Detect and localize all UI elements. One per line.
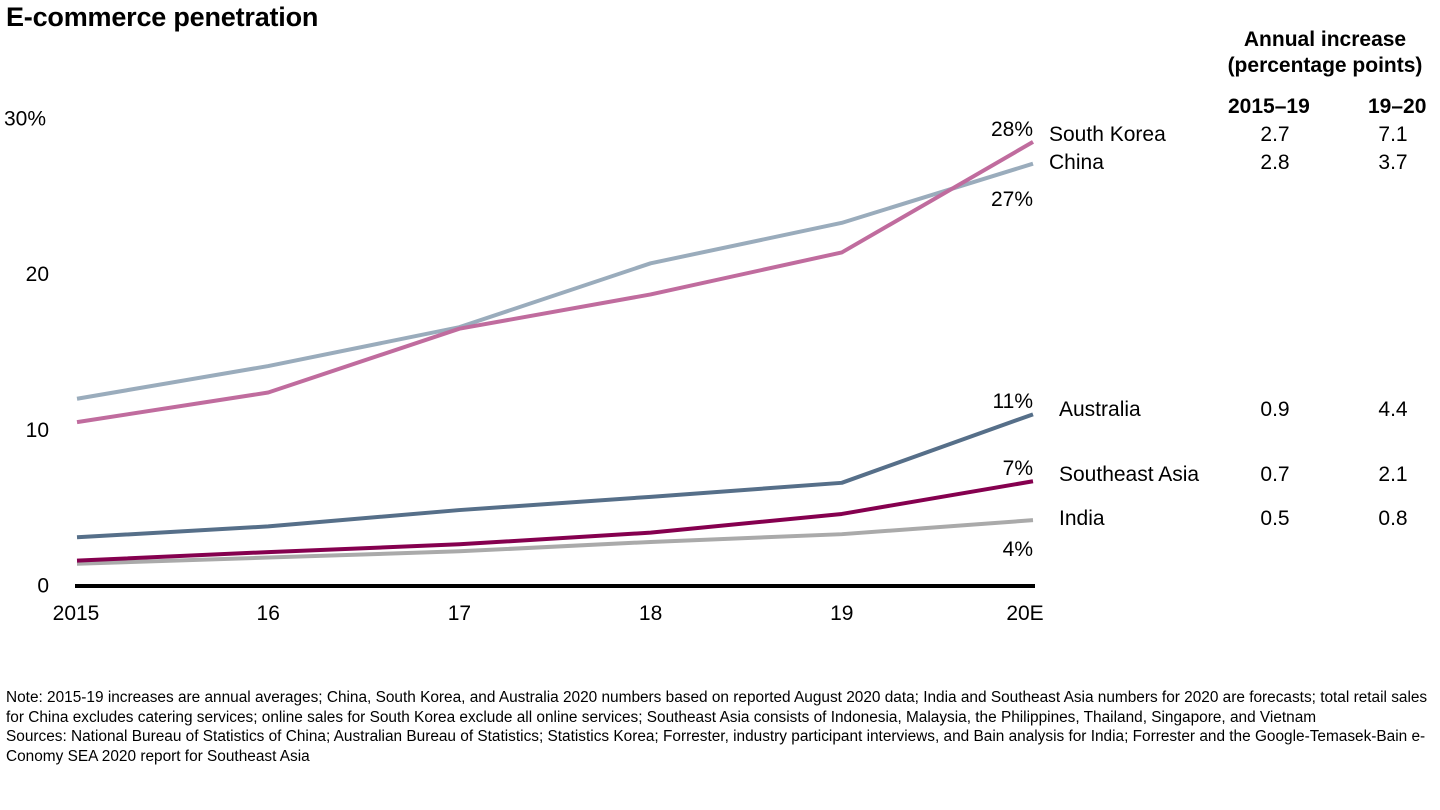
series-line-southeast-asia bbox=[76, 479, 1034, 563]
x-tick-label: 16 bbox=[257, 602, 280, 625]
y-axis-ticks: 0 10 20 30% bbox=[4, 108, 49, 598]
row-increase-19-20-south-korea: 7.1 bbox=[1378, 123, 1408, 146]
row-label-australia: Australia bbox=[1059, 398, 1141, 421]
row-label-india: India bbox=[1059, 507, 1105, 530]
x-tick-label: 18 bbox=[639, 602, 662, 625]
chart-title: E-commerce penetration bbox=[6, 2, 319, 32]
end-label-india: 4% bbox=[1003, 538, 1033, 561]
y-tick-label: 20 bbox=[26, 263, 49, 286]
series-line-south-korea bbox=[76, 140, 1035, 425]
end-label-china: 27% bbox=[991, 188, 1033, 211]
series-line-china bbox=[76, 161, 1034, 401]
end-label-southeast-asia: 7% bbox=[1003, 457, 1033, 480]
col-header-19-20: 19–20 bbox=[1368, 95, 1427, 118]
x-tick-label: 20E bbox=[1006, 602, 1043, 625]
row-increase-19-20-australia: 4.4 bbox=[1378, 398, 1408, 421]
row-increase-2015-19-southeast-asia: 0.7 bbox=[1260, 463, 1290, 486]
footnote-sources: Sources: National Bureau of Statistics o… bbox=[6, 728, 1426, 765]
series-lines bbox=[76, 140, 1035, 566]
line-chart: 0 10 20 30% 2015 16 17 18 19 20E 28% 27% 11% 7% 4% bbox=[4, 108, 1044, 625]
y-tick-label: 10 bbox=[26, 419, 49, 442]
end-label-australia: 11% bbox=[993, 390, 1033, 413]
footnote-note: Note: 2015-19 increases are annual avera… bbox=[6, 689, 1428, 726]
row-increase-2015-19-india: 0.5 bbox=[1260, 507, 1290, 530]
row-label-south-korea: South Korea bbox=[1049, 123, 1166, 146]
x-tick-label: 17 bbox=[448, 602, 471, 625]
end-value-labels: 28% 27% 11% 7% 4% bbox=[991, 118, 1033, 561]
row-increase-19-20-india: 0.8 bbox=[1378, 507, 1408, 530]
series-line-india bbox=[76, 518, 1034, 566]
side-table-title: Annual increase (percentage points) bbox=[1210, 27, 1440, 79]
x-axis-ticks: 2015 16 17 18 19 20E bbox=[53, 602, 1044, 625]
row-label-southeast-asia: Southeast Asia bbox=[1059, 463, 1200, 486]
x-tick-label: 2015 bbox=[53, 602, 100, 625]
end-label-south-korea: 28% bbox=[991, 118, 1033, 141]
row-increase-19-20-southeast-asia: 2.1 bbox=[1378, 463, 1408, 486]
col-header-2015-19: 2015–19 bbox=[1228, 95, 1310, 118]
y-tick-label: 0 bbox=[37, 575, 49, 598]
row-increase-2015-19-australia: 0.9 bbox=[1260, 398, 1290, 421]
row-label-china: China bbox=[1049, 151, 1104, 174]
row-increase-2015-19-south-korea: 2.7 bbox=[1260, 123, 1290, 146]
side-table-title-line2: (percentage points) bbox=[1227, 54, 1423, 77]
footnotes: Note: 2015-19 increases are annual avera… bbox=[6, 688, 1436, 766]
side-table-title-line1: Annual increase bbox=[1243, 28, 1407, 51]
x-tick-label: 19 bbox=[830, 602, 853, 625]
series-line-australia bbox=[76, 412, 1034, 540]
row-increase-19-20-china: 3.7 bbox=[1378, 151, 1408, 174]
y-tick-label: 30% bbox=[4, 108, 46, 131]
row-increase-2015-19-china: 2.8 bbox=[1260, 151, 1290, 174]
